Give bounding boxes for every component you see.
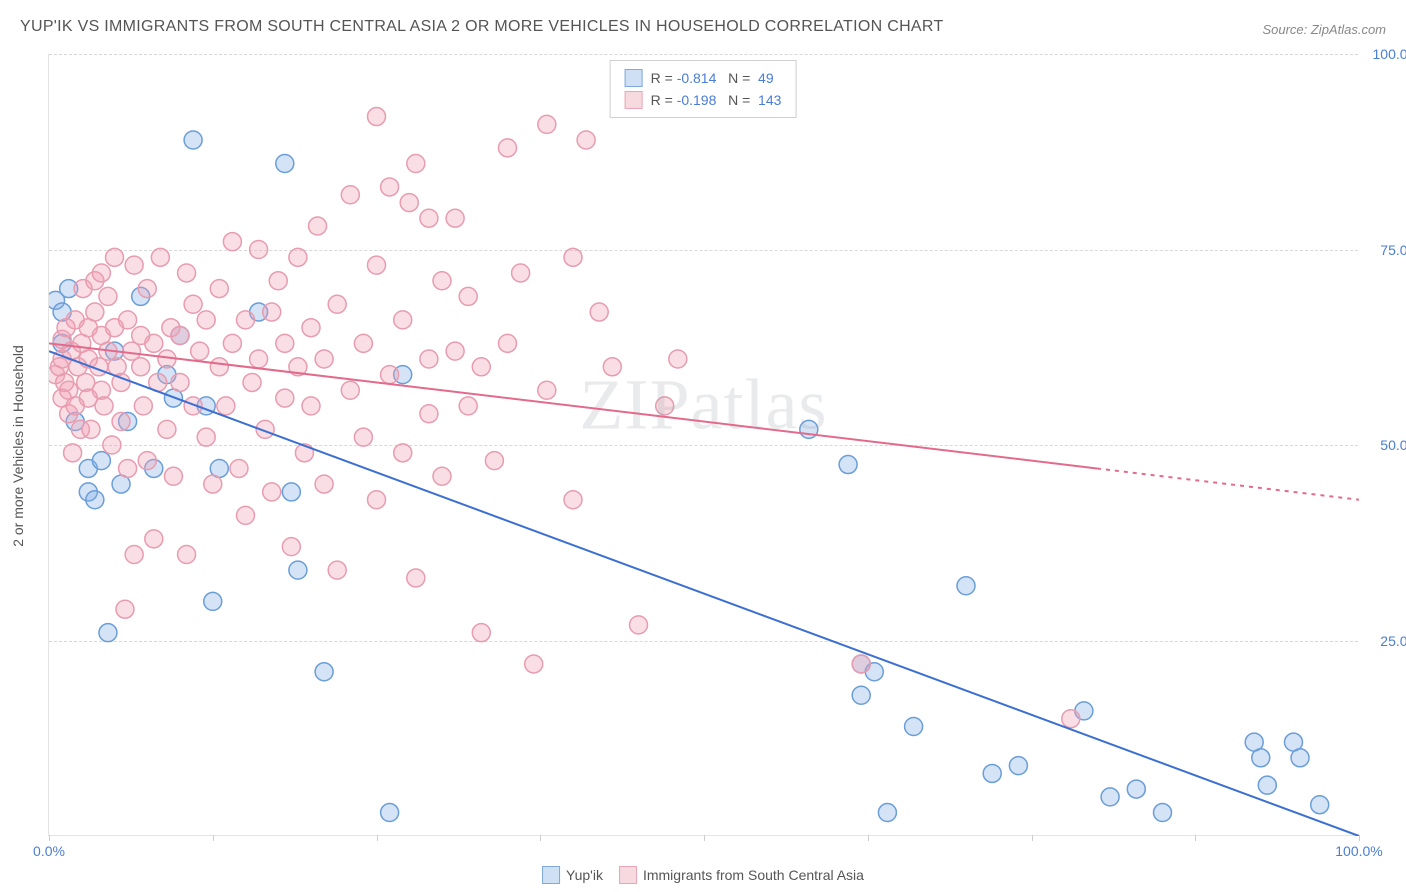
- series-legend: Yup'ik Immigrants from South Central Asia: [542, 866, 864, 884]
- y-tick-label: 75.0%: [1365, 242, 1406, 258]
- y-tick-label: 100.0%: [1365, 46, 1406, 62]
- legend-label-yupik: Yup'ik: [566, 867, 603, 883]
- legend-item-scasia: Immigrants from South Central Asia: [619, 866, 864, 884]
- y-axis-label: 2 or more Vehicles in Household: [10, 345, 26, 547]
- x-tick-label: 0.0%: [33, 843, 65, 859]
- source-attribution: Source: ZipAtlas.com: [1262, 22, 1386, 37]
- swatch-yupik: [625, 69, 643, 87]
- legend-stats-scasia: R = -0.198 N = 143: [651, 89, 782, 111]
- trend-lines: [49, 54, 1359, 836]
- legend-label-scasia: Immigrants from South Central Asia: [643, 867, 864, 883]
- swatch-scasia: [625, 91, 643, 109]
- legend-stats-yupik: R = -0.814 N = 49: [651, 67, 774, 89]
- legend-item-yupik: Yup'ik: [542, 866, 603, 884]
- x-tick-mark: [1359, 835, 1360, 841]
- y-tick-label: 50.0%: [1365, 437, 1406, 453]
- plot-area: ZIPatlas 25.0%50.0%75.0%100.0%0.0%100.0%: [48, 54, 1358, 836]
- y-tick-label: 25.0%: [1365, 633, 1406, 649]
- legend-row-yupik: R = -0.814 N = 49: [625, 67, 782, 89]
- x-tick-label: 100.0%: [1335, 843, 1382, 859]
- correlation-legend: R = -0.814 N = 49R = -0.198 N = 143: [610, 60, 797, 118]
- swatch-scasia: [619, 866, 637, 884]
- chart-title: YUP'IK VS IMMIGRANTS FROM SOUTH CENTRAL …: [20, 18, 944, 36]
- swatch-yupik: [542, 866, 560, 884]
- legend-row-scasia: R = -0.198 N = 143: [625, 89, 782, 111]
